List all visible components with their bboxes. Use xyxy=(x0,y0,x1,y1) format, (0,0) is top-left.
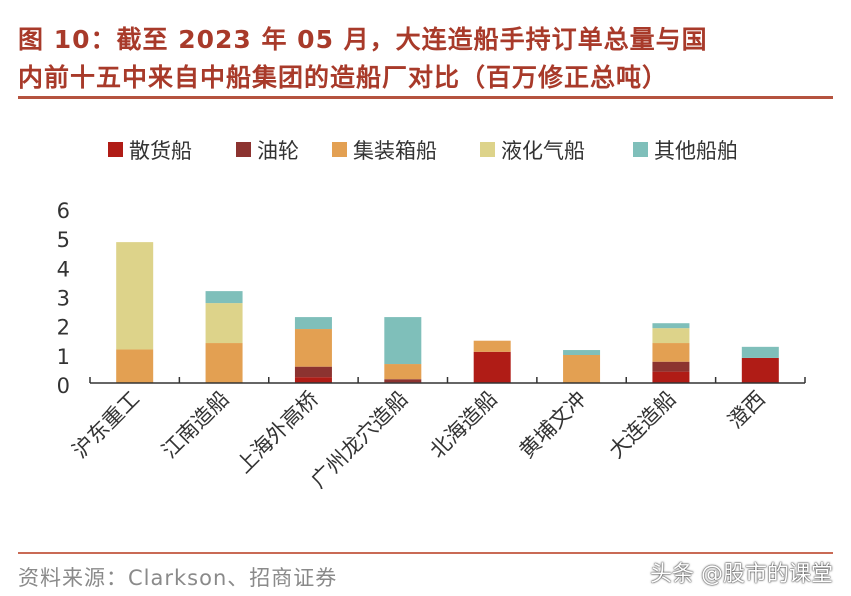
bar-segment xyxy=(384,317,422,365)
source-note: 资料来源：Clarkson、招商证券 xyxy=(18,566,338,590)
y-tick-label: 4 xyxy=(57,257,70,281)
x-tick-label: 沪东重工 xyxy=(68,387,144,463)
bar-segment xyxy=(652,343,690,362)
x-tick-label: 广州龙穴造船 xyxy=(306,387,412,493)
bar-segment xyxy=(563,350,601,355)
bar-segment xyxy=(384,379,422,383)
x-tick-label: 上海外高桥 xyxy=(232,387,323,478)
title-divider xyxy=(18,96,833,99)
legend-label: 液化气船 xyxy=(501,139,585,163)
bar-segment xyxy=(205,343,243,383)
bar-segment xyxy=(294,366,332,378)
x-tick-label: 江南造船 xyxy=(157,387,233,463)
chart-title-line1: 图 10：截至 2023 年 05 月，大连造船手持订单总量与国 xyxy=(18,25,708,54)
bar-segment xyxy=(741,346,779,358)
x-tick-label: 大连造船 xyxy=(604,387,680,463)
bar-segment xyxy=(652,328,690,344)
bar-segment xyxy=(116,349,154,383)
bar-segment xyxy=(294,329,332,367)
bar-segment xyxy=(473,340,511,352)
bar-segment xyxy=(205,303,243,344)
bar-segment xyxy=(473,351,511,383)
legend-swatch xyxy=(633,142,648,157)
legend-label: 其他船舶 xyxy=(654,139,738,163)
chart-title-line2: 内前十五中来自中船集团的造船厂对比（百万修正总吨） xyxy=(18,63,669,92)
legend-swatch xyxy=(236,142,251,157)
bar-segment xyxy=(294,317,332,330)
x-tick-label: 北海造船 xyxy=(425,387,501,463)
bar-segment xyxy=(652,361,690,372)
legend-swatch xyxy=(332,142,347,157)
legend-label: 散货船 xyxy=(129,139,192,163)
bar-segment xyxy=(384,364,422,380)
legend-swatch xyxy=(480,142,495,157)
legend-swatch xyxy=(108,142,123,157)
bar-segment xyxy=(652,371,690,383)
bar-segment xyxy=(563,355,601,383)
bar-segment xyxy=(294,377,332,383)
footer-divider xyxy=(18,552,833,554)
x-tick-label: 黄埔文冲 xyxy=(515,387,591,463)
y-tick-label: 6 xyxy=(57,199,70,223)
y-tick-label: 1 xyxy=(57,345,70,369)
y-tick-label: 2 xyxy=(57,316,70,340)
y-tick-label: 0 xyxy=(57,374,70,398)
legend-label: 油轮 xyxy=(257,139,299,163)
bar-segment xyxy=(652,323,690,329)
x-tick-label: 澄西 xyxy=(723,387,770,434)
bar-segment xyxy=(741,357,779,383)
watermark: 头条 @股市的课堂 xyxy=(650,562,833,587)
legend-label: 集装箱船 xyxy=(353,139,437,163)
y-tick-label: 3 xyxy=(57,287,70,311)
y-tick-label: 5 xyxy=(57,228,70,252)
bar-segment xyxy=(116,242,154,350)
bar-segment xyxy=(205,291,243,304)
